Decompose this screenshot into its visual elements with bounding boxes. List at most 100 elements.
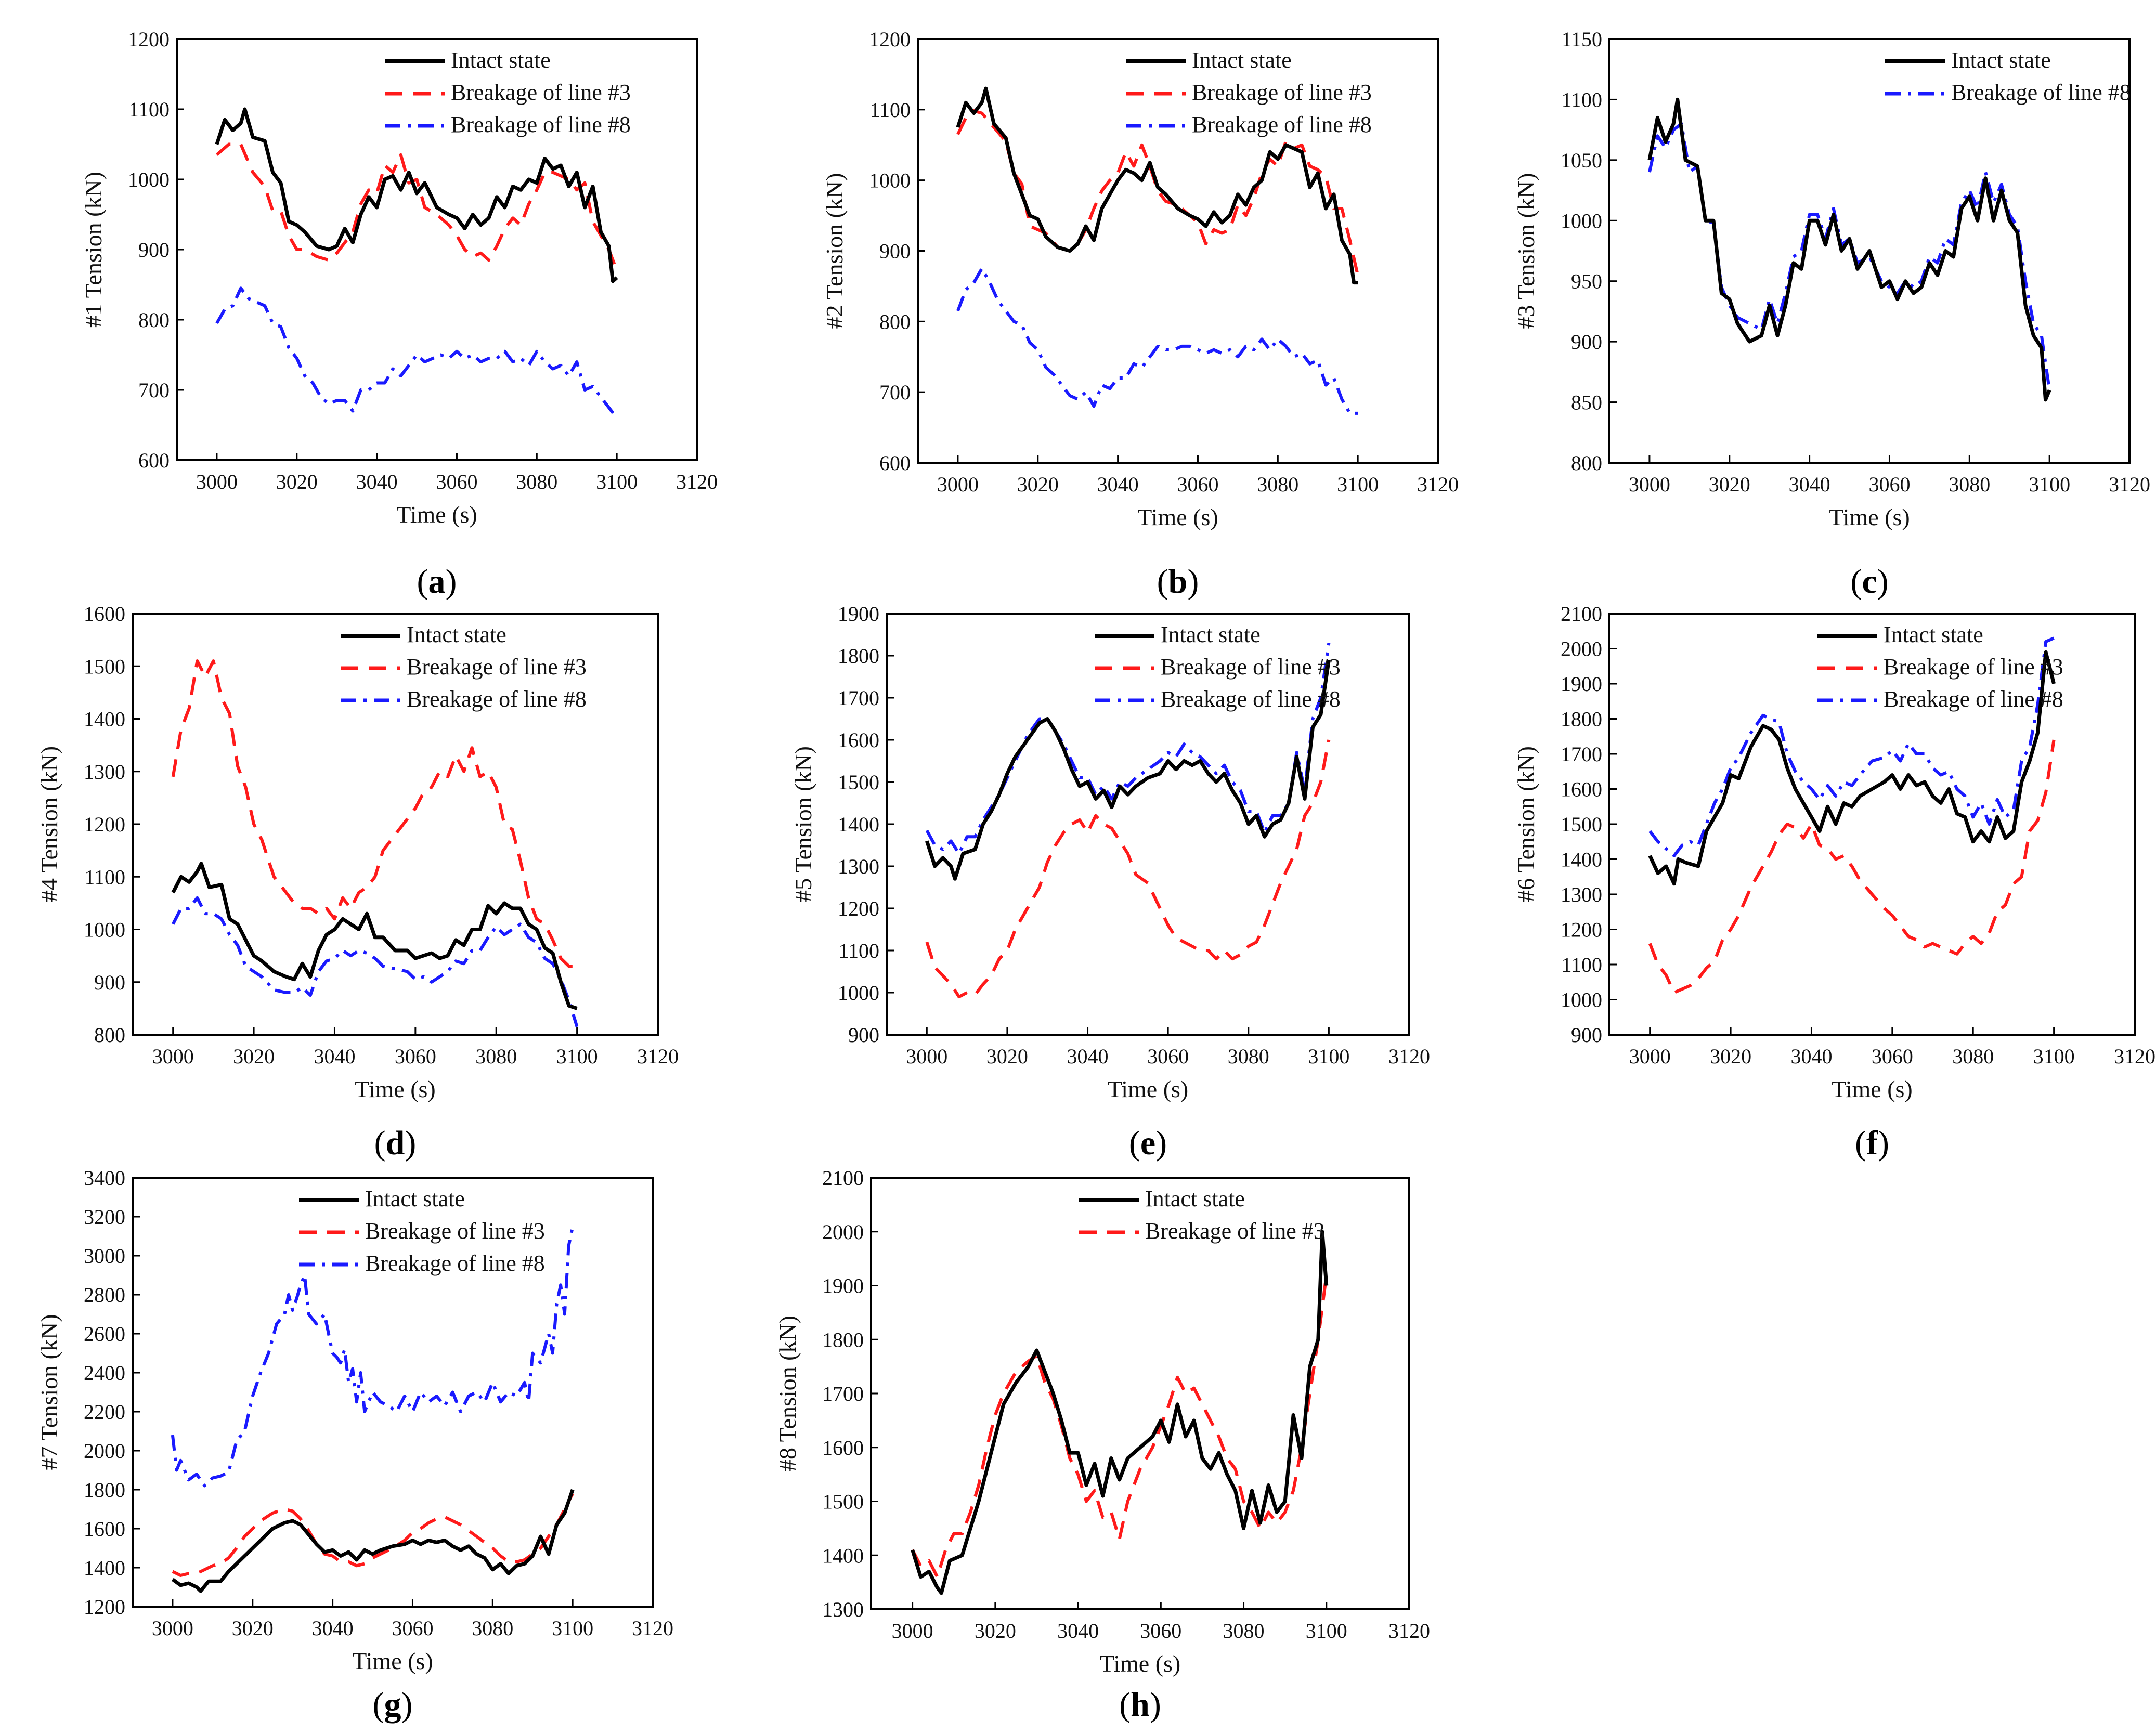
y-tick-label: 1400 — [84, 708, 125, 731]
y-tick-label: 1700 — [1561, 742, 1602, 766]
y-axis-label: #3 Tension (kN) — [1513, 173, 1539, 329]
chart-panel-e: 3000 3020 3040 3060 3080 3100 3120 900 1000 1100 1… — [790, 602, 1430, 1162]
legend-label: Breakage of line #3 — [1145, 1218, 1325, 1244]
chart-panel-b: 3000 3020 3040 3060 3080 3100 3120 600 700 800 900… — [821, 28, 1459, 601]
x-tick-label: 3000 — [906, 1045, 947, 1068]
y-tick-label: 1200 — [1561, 918, 1602, 942]
y-tick-label: 2800 — [84, 1283, 125, 1307]
x-tick-label: 3080 — [1952, 1045, 1994, 1068]
chart-panel-d: 3000 3020 3040 3060 3080 3100 3120 800 900 1000 11… — [36, 602, 679, 1162]
legend-label: Intact state — [1145, 1186, 1245, 1211]
chart-panel-c: 3000 3020 3040 3060 3080 3100 3120 800 850 900 950… — [1513, 28, 2150, 601]
y-tick-label: 700 — [879, 381, 911, 404]
series-line-break8 — [172, 896, 579, 1027]
legend-label: Intact state — [1884, 622, 1983, 647]
x-tick-label: 3060 — [436, 470, 477, 493]
x-tick-label: 3100 — [1306, 1619, 1347, 1643]
y-tick-label: 1400 — [822, 1544, 864, 1567]
y-tick-label: 1300 — [838, 855, 879, 878]
series-line-break3 — [172, 1493, 574, 1577]
x-tick-label: 3100 — [556, 1045, 598, 1068]
plot-frame — [132, 1177, 654, 1608]
legend-label: Breakage of line #3 — [451, 80, 631, 105]
y-tick-label: 3000 — [84, 1244, 125, 1268]
panel-label-paren: ( — [1157, 563, 1168, 601]
x-tick-label: 3060 — [1177, 473, 1218, 496]
x-tick-label: 3000 — [937, 473, 979, 496]
x-tick-label: 3100 — [2033, 1045, 2075, 1068]
x-tick-label: 3120 — [637, 1045, 679, 1068]
panel-label-paren: ( — [374, 1124, 386, 1162]
y-tick-label: 1700 — [838, 686, 879, 710]
y-tick-label: 900 — [138, 238, 170, 262]
x-tick-label: 3020 — [1017, 473, 1059, 496]
legend-label: Breakage of line #8 — [365, 1250, 545, 1276]
panel-label-paren: ) — [1150, 1686, 1161, 1724]
panel-label: (b) — [1157, 563, 1199, 601]
legend-label: Breakage of line #3 — [1884, 654, 2063, 680]
y-tick-label: 1500 — [84, 655, 125, 678]
x-tick-label: 3100 — [552, 1617, 593, 1640]
y-axis-label: #8 Tension (kN) — [774, 1315, 801, 1471]
x-tick-label: 3080 — [1223, 1619, 1265, 1643]
legend-label: Breakage of line #8 — [1884, 686, 2063, 712]
panel-label-paren: ) — [401, 1686, 413, 1724]
legend-label: Intact state — [1951, 47, 2051, 73]
y-tick-label: 2100 — [1561, 602, 1602, 626]
panel-label-letter: c — [1862, 563, 1877, 601]
panel-label-paren: ( — [373, 1686, 384, 1724]
x-tick-label: 3040 — [1097, 473, 1139, 496]
y-tick-label: 800 — [1571, 451, 1602, 475]
series-line-break3 — [956, 108, 1360, 276]
y-tick-label: 1100 — [84, 865, 125, 889]
series-line-break3 — [911, 1274, 1328, 1579]
y-tick-label: 1600 — [84, 602, 125, 626]
y-tick-label: 1500 — [1561, 813, 1602, 836]
y-tick-label: 2400 — [84, 1361, 125, 1385]
x-tick-label: 3100 — [596, 470, 638, 493]
panel-label-paren: ( — [417, 563, 428, 601]
y-tick-label: 2000 — [84, 1439, 125, 1463]
panel-label-paren: ( — [1119, 1686, 1131, 1724]
panel-label: (f) — [1855, 1124, 1889, 1162]
x-tick-label: 3020 — [233, 1045, 275, 1068]
panel-label-paren: ( — [1129, 1124, 1140, 1162]
series-line-intact — [911, 1230, 1329, 1595]
x-tick-label: 3100 — [1337, 473, 1379, 496]
y-tick-label: 1000 — [838, 981, 879, 1005]
y-axis-label: #1 Tension (kN) — [80, 172, 107, 328]
y-axis-label: #7 Tension (kN) — [36, 1314, 62, 1470]
y-tick-label: 1050 — [1561, 149, 1602, 172]
panel-label-paren: ) — [1155, 1124, 1167, 1162]
y-tick-label: 1600 — [838, 728, 879, 752]
y-axis-label: #5 Tension (kN) — [790, 746, 816, 902]
y-tick-label: 1100 — [869, 98, 911, 122]
x-tick-label: 3060 — [1140, 1619, 1181, 1643]
y-tick-label: 800 — [138, 308, 170, 332]
y-tick-label: 900 — [94, 971, 125, 994]
chart-panel-g: 3000 3020 3040 3060 3080 3100 3120 1200 1400 1600… — [36, 1166, 673, 1724]
panel-label-paren: ) — [1878, 1124, 1889, 1162]
x-tick-label: 3040 — [312, 1617, 354, 1640]
y-tick-label: 2200 — [84, 1400, 125, 1424]
panel-label-letter: g — [384, 1686, 401, 1724]
y-tick-label: 1000 — [1561, 209, 1602, 232]
y-tick-label: 1600 — [822, 1436, 864, 1460]
y-tick-label: 900 — [879, 240, 911, 263]
legend-label: Intact state — [451, 47, 551, 73]
panel-label: (d) — [374, 1124, 417, 1162]
x-tick-label: 3000 — [1629, 473, 1670, 496]
x-tick-label: 3020 — [232, 1617, 274, 1640]
legend-label: Breakage of line #3 — [407, 654, 587, 680]
x-tick-label: 3120 — [1388, 1045, 1430, 1068]
panel-label-paren: ) — [1187, 563, 1199, 601]
chart-panel-a: 3000 3020 3040 3060 3080 3100 3120 600 700 800 900… — [80, 28, 718, 601]
y-tick-label: 800 — [94, 1023, 125, 1047]
y-tick-label: 1000 — [84, 918, 125, 942]
x-tick-label: 3040 — [1057, 1619, 1099, 1643]
x-axis-label: Time (s) — [355, 1076, 436, 1102]
panel-label-letter: h — [1131, 1686, 1150, 1724]
x-tick-label: 3040 — [1790, 1045, 1832, 1068]
x-tick-label: 3080 — [516, 470, 557, 493]
